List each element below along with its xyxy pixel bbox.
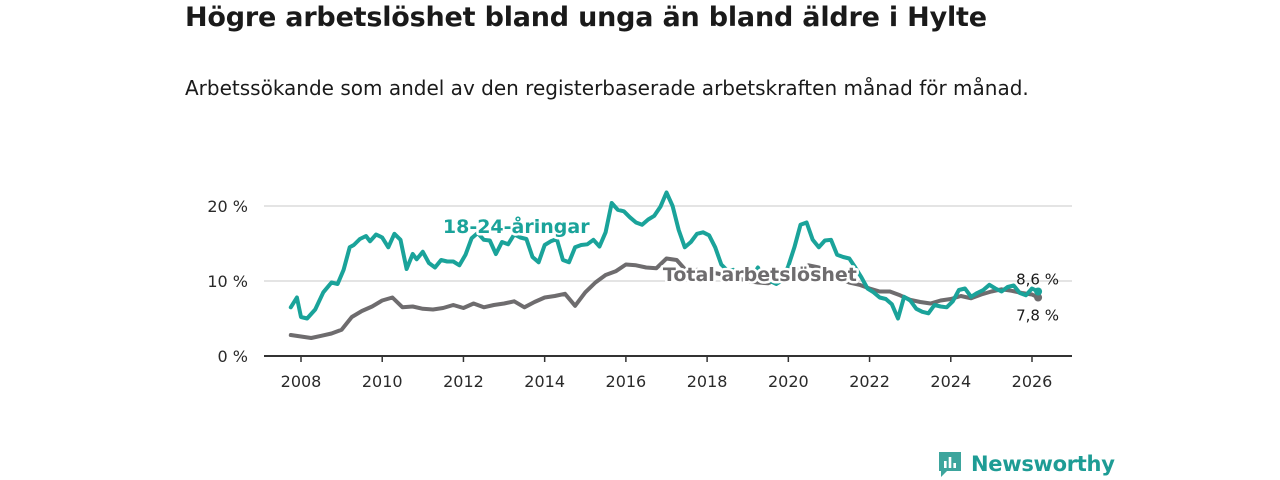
chart-subtitle: Arbetssökande som andel av den registerb…	[185, 76, 1029, 100]
x-tick-label: 2016	[606, 372, 647, 391]
series-name-label: 18-24-åringar	[443, 214, 590, 238]
series-line-youth	[288, 190, 1041, 321]
brand-name: Newsworthy	[971, 452, 1115, 476]
y-tick-label: 20 %	[207, 197, 248, 216]
series-labels: 8,6 % 7,8 % 18-24-åringar Total arbetslöshe…	[440, 212, 1059, 325]
newsworthy-brand[interactable]: Newsworthy	[937, 448, 1115, 480]
x-tick-label: 2010	[362, 372, 403, 391]
gridlines	[264, 205, 1072, 282]
x-tick-label: 2018	[687, 372, 728, 391]
x-tick-label: 2026	[1012, 372, 1053, 391]
newsworthy-logo-icon	[939, 452, 961, 477]
chart-title: Högre arbetslöshet bland unga än bland ä…	[185, 2, 987, 33]
x-tick-label: 2014	[524, 372, 565, 391]
y-axis-ticks: 0 % 10 % 20 %	[207, 197, 248, 366]
x-tick-label: 2012	[443, 372, 484, 391]
series-end-value-label: 8,6 %	[1016, 271, 1059, 289]
series-line-total	[288, 256, 1041, 340]
series-lines	[288, 190, 1043, 340]
series-end-point	[1034, 293, 1043, 302]
x-tick-label: 2022	[849, 372, 890, 391]
series-end-value-label: 7,8 %	[1016, 307, 1059, 325]
series-name-label: Total arbetslöshet	[663, 264, 857, 286]
x-tick-label: 2020	[768, 372, 809, 391]
x-axis-ticks: 2008 2010 2012 2014 2016 2018 2020 2022 2024 2026	[281, 356, 1053, 391]
series-end-point	[1034, 287, 1043, 296]
y-tick-label: 10 %	[207, 272, 248, 291]
x-tick-label: 2008	[281, 372, 322, 391]
y-tick-label: 0 %	[218, 347, 248, 366]
x-tick-label: 2024	[930, 372, 971, 391]
